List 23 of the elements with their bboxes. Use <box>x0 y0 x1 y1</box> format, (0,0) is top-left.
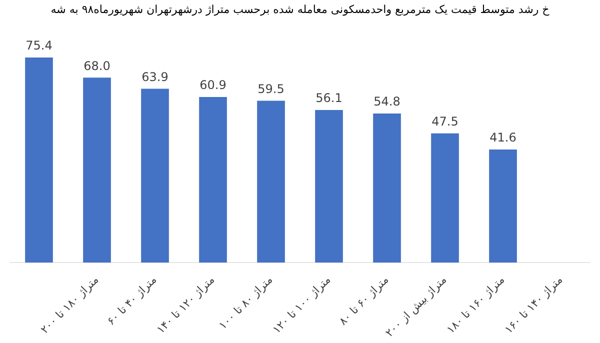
data-label: 59.5 <box>258 82 284 96</box>
data-label: 54.8 <box>374 94 400 109</box>
data-label: 60.9 <box>200 78 226 92</box>
chart-title: خ رشد متوسط قیمت یک مترمربع واحدمسکونی معامله شده برحسب متراژ درشهرتهران شهریورماه۹۸ به شه <box>50 2 550 18</box>
x-tick-label: متراژ ۴۰ تا ۶۰ <box>104 273 160 328</box>
bar <box>489 149 517 263</box>
bar <box>315 110 343 263</box>
bar <box>431 133 459 263</box>
data-label: 63.9 <box>142 70 168 84</box>
bar <box>257 100 285 263</box>
bar <box>25 58 53 263</box>
data-label: 56.1 <box>316 91 342 106</box>
bar <box>83 78 111 263</box>
bar <box>199 96 227 263</box>
x-tick-label: متراژ ۸۰ تا ۱۰۰ <box>216 273 276 332</box>
bar <box>141 88 169 263</box>
data-label: 75.4 <box>26 38 52 53</box>
bar <box>373 114 401 263</box>
data-label: 41.6 <box>490 130 516 145</box>
x-tick-label: متراژ ۶۰ تا ۸۰ <box>336 273 392 328</box>
data-label: 68.0 <box>84 58 110 73</box>
data-label: 47.5 <box>432 114 458 129</box>
x-tick-label: متراژ ۱۸۰ تا ۲۰۰ <box>38 273 102 336</box>
